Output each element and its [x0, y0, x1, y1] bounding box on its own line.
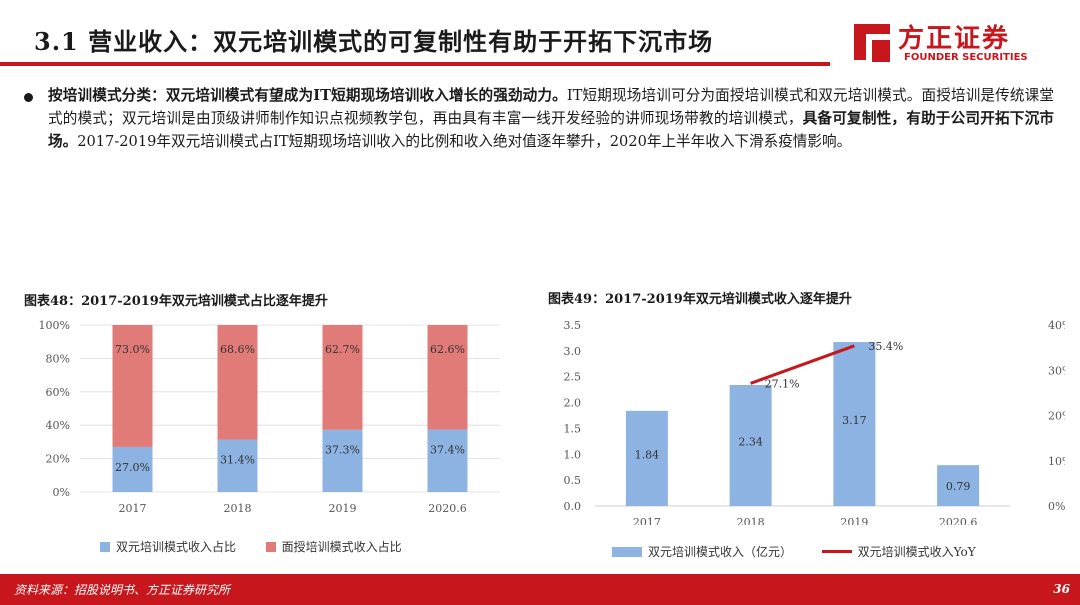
chart1-y-tick: 60% — [46, 386, 70, 399]
legend-label-yoy: 双元培训模式收入YoY — [857, 545, 976, 559]
chart2-y-tick-right: 10% — [1048, 455, 1065, 468]
summary-bold-1: 按培训模式分类：双元培训模式有望成为IT短期现场培训收入增长的强劲动力。 — [48, 87, 567, 104]
chart2-label-yoy: 35.4% — [868, 340, 903, 353]
chart1-x-tick: 2019 — [329, 502, 357, 515]
legend-swatch-yoy — [821, 550, 852, 553]
legend-label-revenue: 双元培训模式收入（亿元） — [648, 545, 793, 559]
chart2-y-tick-right: 20% — [1048, 410, 1065, 423]
chart2-y-tick-left: 2.0 — [564, 397, 582, 410]
chart2-bar-revenue — [625, 410, 668, 506]
chart1-x-tick: 2020.6 — [428, 502, 467, 515]
chart1-y-tick: 0% — [53, 486, 70, 499]
page-number: 36 — [1053, 582, 1070, 596]
chart1-x-tick: 2017 — [119, 502, 147, 515]
legend-label-dual: 双元培训模式收入占比 — [116, 540, 237, 554]
chart2-label-revenue: 0.79 — [946, 480, 971, 493]
chart2-label-revenue: 1.84 — [635, 448, 660, 461]
chart1-label-face: 62.7% — [325, 343, 360, 356]
footer-source: 资料来源：招股说明书、方正证券研究所 — [14, 583, 231, 597]
chart2-y-tick-left: 0.5 — [564, 474, 582, 487]
founder-logo-icon — [854, 24, 890, 62]
slide-header: 3.1 营业收入：双元培训模式的可复制性有助于开拓下沉市场 方正证券 FOUND… — [0, 0, 1080, 70]
chart1-bar-face — [322, 325, 363, 430]
bullet-dot — [24, 93, 33, 102]
chart2-y-tick-left: 1.5 — [564, 422, 582, 435]
chart1-label-face: 62.6% — [430, 343, 465, 356]
chart1-label-dual: 37.4% — [430, 444, 465, 457]
figure-49-title: 图表49：2017-2019年双元培训模式收入逐年提升 — [548, 292, 852, 307]
chart1-label-face: 68.6% — [220, 343, 255, 356]
chart2-y-tick-left: 3.5 — [564, 319, 582, 332]
chart2-bar-revenue — [729, 384, 772, 506]
chart1-bar-face — [427, 325, 468, 430]
chart1-x-tick: 2018 — [224, 502, 252, 515]
chart2-x-tick: 2017 — [633, 516, 661, 525]
summary-paragraph: 按培训模式分类：双元培训模式有望成为IT短期现场培训收入增长的强劲动力。IT短期… — [48, 84, 1054, 153]
chart1-bar-dual — [112, 446, 153, 492]
title-underline — [0, 62, 830, 66]
chart2-legend: 双元培训模式收入（亿元） 双元培训模式收入YoY — [612, 543, 976, 560]
chart2-x-tick: 2018 — [737, 516, 765, 525]
chart1-bar-face — [112, 325, 153, 447]
summary-bullet: 按培训模式分类：双元培训模式有望成为IT短期现场培训收入增长的强劲动力。IT短期… — [24, 84, 1054, 153]
chart1-label-dual: 27.0% — [115, 461, 150, 474]
chart2-label-revenue: 2.34 — [738, 435, 763, 448]
chart-share-stacked: 0% 20% 40% 60% 80% 100% 27.0% 73.0% 2017 31.4% 68.… — [39, 319, 500, 515]
chart2-y-tick-right: 0% — [1048, 500, 1065, 513]
chart2-y-tick-left: 0.0 — [564, 500, 582, 513]
chart-revenue-combo: 0.0 0.5 1.0 1.5 2.0 2.5 3.0 3.5 0% 10% 20% 30% 40% 1.… — [564, 319, 1066, 525]
founder-logo: 方正证券 FOUNDER SECURITIES — [850, 18, 1070, 70]
chart1-y-tick: 100% — [39, 319, 70, 332]
chart2-label-yoy: 27.1% — [765, 377, 800, 390]
chart1-y-tick: 40% — [46, 419, 70, 432]
chart1-bar-dual — [322, 429, 363, 492]
chart1-label-dual: 31.4% — [220, 454, 255, 467]
summary-text-2: 2017-2019年双元培训模式占IT短期现场培训收入的比例和收入绝对值逐年攀升… — [77, 133, 852, 150]
chart1-bar-dual — [427, 429, 468, 492]
chart1-legend: 双元培训模式收入占比 面授培训模式收入占比 — [100, 538, 402, 555]
chart2-x-tick: 2019 — [840, 516, 868, 525]
logo-subtext: FOUNDER SECURITIES — [904, 52, 1028, 63]
chart2-label-revenue: 3.17 — [842, 414, 867, 427]
chart1-label-face: 73.0% — [115, 343, 150, 356]
chart1-bar-face — [217, 325, 258, 440]
chart1-y-tick: 20% — [46, 453, 70, 466]
chart2-y-tick-left: 1.0 — [564, 448, 582, 461]
chart1-bar-dual — [217, 439, 258, 492]
footer-bar: 资料来源：招股说明书、方正证券研究所 36 — [0, 574, 1080, 605]
chart2-y-tick-right: 30% — [1048, 364, 1065, 377]
chart2-y-tick-left: 3.0 — [564, 345, 582, 358]
logo-text: 方正证券 — [898, 24, 1011, 54]
page-title: 3.1 营业收入：双元培训模式的可复制性有助于开拓下沉市场 — [34, 27, 714, 56]
legend-swatch-revenue — [612, 546, 642, 557]
summary-text-1: IT短期现场培训可分为面授培训模式和双元培训模式。面授培训是传统课堂式的模式；双… — [48, 87, 1054, 127]
legend-swatch-dual — [100, 541, 110, 552]
chart2-y-tick-right: 40% — [1048, 319, 1065, 332]
chart1-label-dual: 37.3% — [325, 444, 360, 457]
chart2-y-tick-left: 2.5 — [564, 371, 582, 384]
chart2-x-tick: 2020.6 — [939, 516, 978, 525]
chart1-y-tick: 80% — [46, 352, 70, 365]
chart2-line-yoy — [750, 344, 855, 385]
legend-label-face: 面授培训模式收入占比 — [281, 540, 402, 554]
legend-swatch-face — [265, 541, 276, 552]
summary-bold-2: 具备可复制性，有助于公司开拓下沉市场。 — [48, 110, 1054, 150]
chart2-bar-revenue — [833, 342, 876, 506]
figure-48-title: 图表48：2017-2019年双元培训模式占比逐年提升 — [24, 294, 328, 309]
chart2-bar-revenue — [937, 465, 980, 506]
